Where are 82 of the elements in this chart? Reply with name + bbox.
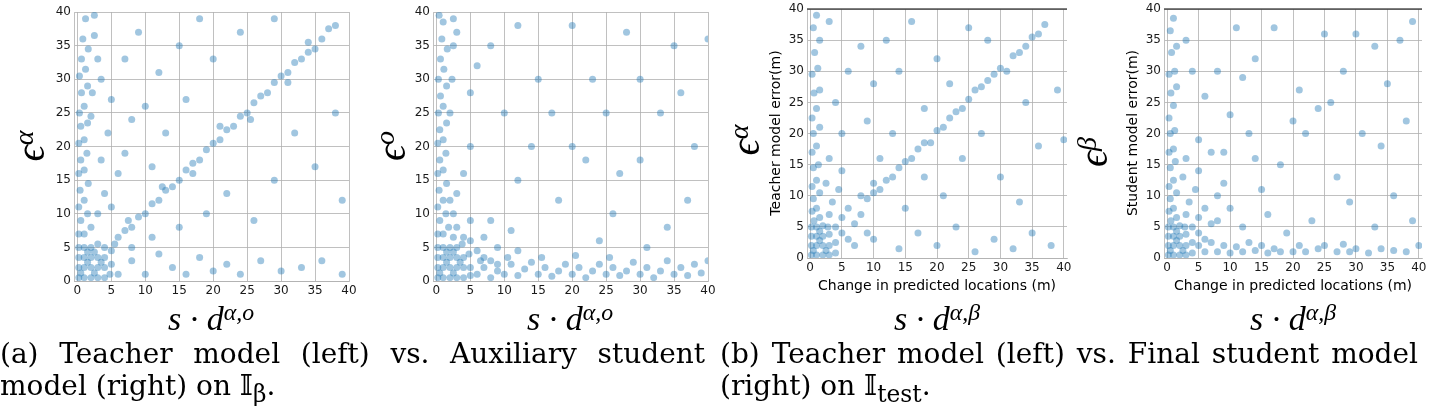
x-tick-label: 40 (1056, 260, 1072, 275)
x-tick-label: 15 (1253, 260, 1270, 275)
y-tick-label: 40 (55, 4, 71, 19)
x-tick-label: 25 (598, 283, 614, 298)
x-tick-label: 25 (239, 283, 255, 298)
x-tick-label: 30 (1348, 260, 1364, 275)
x-tick-label: 15 (897, 260, 913, 275)
x-axis-title: s · d$^{α,β}$ (893, 298, 981, 337)
x-tick-label: 10 (1222, 260, 1238, 275)
x-tick-label: 30 (632, 283, 648, 298)
y-tick-label: 40 (414, 4, 430, 19)
text: Change in predicted locations (m) (818, 277, 1056, 293)
x-tick-label: 35 (1379, 260, 1396, 275)
x-tick-label: 40 (1411, 260, 1427, 275)
y-tick-label: 0 (1153, 250, 1161, 265)
x-tick-label: 15 (530, 283, 546, 298)
y-tick-label: 25 (788, 94, 804, 109)
x-tick-label: 10 (496, 283, 512, 298)
y-tick-label: 15 (788, 156, 804, 171)
x-tick-label: 35 (666, 283, 682, 298)
x-tick-label: 15 (171, 283, 187, 298)
text: Change in predicted locations (m) (1174, 277, 1412, 293)
y-tick-label: 35 (55, 37, 71, 52)
x-tick-label: 40 (700, 283, 716, 298)
x-tick-label: 35 (1024, 260, 1040, 275)
y-tick-label: 5 (422, 239, 430, 254)
y-tick-label: 20 (1145, 125, 1161, 140)
x-tick-label: 5 (1194, 260, 1203, 275)
x-tick-label: 30 (992, 260, 1009, 275)
y-tick-label: 15 (55, 172, 71, 187)
y-tick-label: 35 (788, 32, 804, 47)
x-tick-label: 40 (341, 283, 357, 298)
y-tick-label: 5 (1153, 219, 1161, 233)
y-tick-label: 0 (63, 273, 71, 288)
text: Student model error(m) (1124, 49, 1140, 217)
y-tick-label: 30 (55, 71, 71, 86)
y-tick-label: 20 (414, 138, 430, 153)
text: Teacher model error(m) (767, 50, 783, 216)
x-tick-label: 5 (838, 260, 846, 275)
y-tick-label: 10 (414, 205, 430, 220)
x-tick-label: 0 (806, 260, 814, 275)
x-tick-label: 25 (1316, 260, 1333, 275)
y-tick-label: 10 (788, 187, 804, 202)
x-axis-title: s · d$^{α,o}$ (526, 298, 614, 337)
y-tick-label: 5 (796, 219, 804, 233)
x-tick-label: 10 (137, 283, 153, 298)
y-tick-label: 0 (422, 273, 430, 288)
y-tick-label: 40 (1145, 1, 1161, 16)
x-tick-label: 5 (466, 283, 475, 298)
y-tick-label: 15 (1145, 156, 1161, 171)
y-tick-label: 0 (796, 250, 804, 265)
y-tick-label: 30 (414, 71, 430, 86)
y-tick-label: 25 (55, 105, 71, 119)
text: (a) Teacher model (left) vs. Auxiliary student model (right) on 𝕀$_{β}$. (0, 337, 705, 406)
y-tick-label: 5 (63, 239, 71, 254)
y-tick-label: 35 (1145, 32, 1161, 47)
x-tick-label: 10 (865, 260, 882, 275)
y-tick-label: 25 (414, 105, 430, 119)
x-tick-label: 20 (929, 260, 945, 275)
x-tick-label: 0 (73, 283, 82, 298)
y-tick-label: 30 (788, 63, 804, 78)
x-tick-label: 0 (1163, 260, 1171, 275)
x-tick-label: 0 (432, 283, 441, 298)
text: (b) Teacher model (left) vs. Final student model (right) on 𝕀$_{test}$. (720, 337, 1418, 406)
y-tick-label: 10 (55, 205, 71, 220)
y-tick-label: 40 (788, 1, 804, 16)
y-tick-label: 25 (1145, 94, 1161, 109)
x-axis-title: s · d$^{α,o}$ (167, 298, 255, 337)
x-tick-label: 20 (205, 283, 221, 298)
x-axis-title: s · d$^{α,β}$ (1249, 298, 1337, 337)
y-tick-label: 15 (414, 172, 430, 187)
x-tick-label: 20 (1285, 260, 1301, 275)
y-tick-label: 35 (414, 37, 430, 52)
y-tick-label: 30 (1145, 63, 1161, 78)
x-tick-label: 35 (307, 283, 323, 298)
y-tick-label: 20 (788, 125, 804, 140)
x-tick-label: 30 (273, 283, 289, 298)
y-tick-label: 20 (55, 138, 71, 153)
x-tick-label: 25 (961, 260, 977, 275)
y-tick-label: 10 (1145, 187, 1161, 202)
x-tick-label: 20 (564, 283, 580, 298)
x-tick-label: 5 (107, 283, 116, 298)
